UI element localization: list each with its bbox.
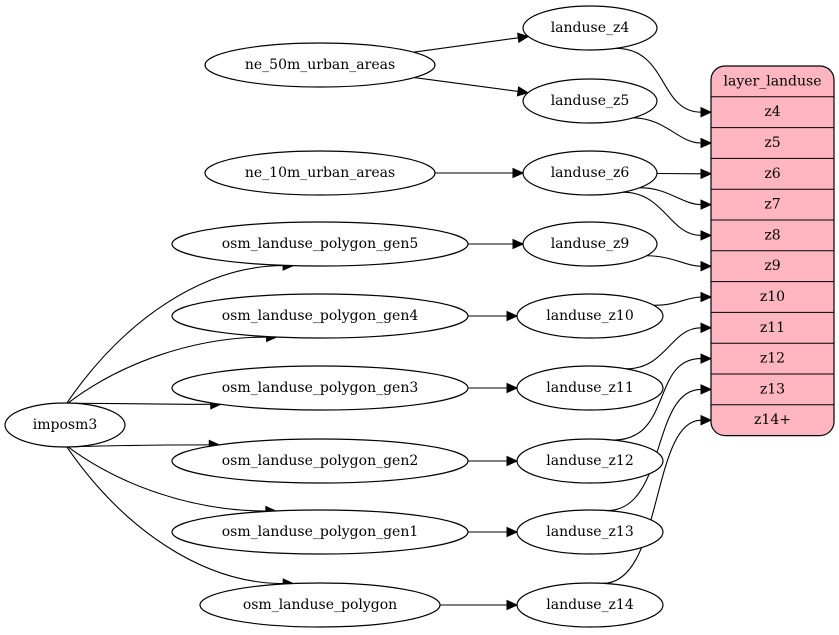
record-port-z8: z8: [764, 227, 780, 243]
node-lz11: landuse_z11: [516, 365, 664, 411]
edge-gen3-to-lz11: [467, 382, 519, 394]
node-label: landuse_z9: [551, 236, 630, 252]
node-gen3: osm_landuse_polygon_gen3: [171, 365, 469, 411]
layer-landuse-record: layer_landuse z4 z5 z6 z7 z8 z9 z10 z11 z12 z13 z14…: [710, 65, 835, 437]
node-ne50: ne_50m_urban_areas: [204, 42, 436, 88]
node-lz9: landuse_z9: [522, 221, 658, 267]
arrowhead-icon: [506, 599, 519, 611]
arrowhead-icon: [700, 384, 713, 395]
node-label: osm_landuse_polygon_gen4: [222, 308, 419, 324]
edge-gen5-to-lz9: [468, 238, 525, 250]
node-gen4: osm_landuse_polygon_gen4: [171, 293, 469, 339]
node-gen2: osm_landuse_polygon_gen2: [171, 438, 469, 484]
record-port-z6: z6: [764, 166, 780, 182]
edge-lz5-to-port-z5: [632, 117, 713, 149]
edge-lz9-to-port-z9: [646, 255, 713, 272]
record-port-z12: z12: [760, 351, 785, 367]
edge-lz10-to-port-z10: [653, 291, 713, 306]
node-gen5: osm_landuse_polygon_gen5: [171, 221, 469, 267]
node-lz4: landuse_z4: [522, 5, 658, 51]
arrowhead-icon: [700, 260, 713, 272]
edge-ne10-to-lz6: [435, 167, 525, 179]
arrowhead-icon: [506, 310, 519, 322]
edge-ne50-to-lz4: [413, 32, 530, 53]
edge-gen4-to-lz10: [467, 310, 519, 322]
node-label: osm_landuse_polygon_gen2: [222, 453, 419, 469]
node-label: imposm3: [33, 417, 98, 433]
arrowhead-icon: [506, 455, 519, 467]
node-label: osm_landuse_polygon_gen1: [222, 524, 419, 540]
arrowhead-icon: [506, 382, 519, 394]
arrowhead-icon: [700, 199, 713, 210]
node-label: landuse_z12: [546, 453, 633, 469]
node-label: landuse_z14: [546, 597, 634, 613]
arrowhead-icon: [700, 106, 713, 118]
node-label: landuse_z13: [546, 524, 633, 540]
record-port-z11: z11: [760, 320, 785, 336]
edge-lz13-to-port-z13: [606, 384, 713, 512]
node-label: landuse_z11: [546, 380, 633, 396]
arrowhead-icon: [512, 167, 525, 179]
arrowhead-icon: [700, 291, 713, 303]
arrowhead-icon: [700, 137, 713, 149]
node-lz5: landuse_z5: [522, 78, 658, 124]
arrowhead-icon: [506, 526, 519, 538]
node-label: landuse_z6: [551, 165, 630, 181]
record-port-z4: z4: [764, 104, 780, 120]
node-lz10: landuse_z10: [516, 293, 664, 339]
node-lz6: landuse_z6: [522, 150, 658, 196]
record-port-z14+: z14+: [754, 412, 791, 428]
node-label: landuse_z4: [551, 20, 630, 36]
record-port-z7: z7: [764, 197, 780, 213]
edge-gen1-to-lz13: [468, 526, 519, 538]
arrowhead-icon: [700, 230, 713, 241]
arrowhead-icon: [512, 238, 525, 250]
arrowhead-icon: [516, 86, 530, 97]
node-lz14: landuse_z14: [516, 582, 664, 628]
edge-lz14-to-port-z14+: [603, 414, 713, 584]
edge-poly-to-lz14: [440, 599, 519, 611]
node-label: osm_landuse_polygon_gen5: [222, 236, 419, 252]
node-label: ne_10m_urban_areas: [245, 165, 395, 181]
arrowhead-icon: [700, 168, 713, 180]
node-label: osm_landuse_polygon_gen3: [222, 380, 419, 396]
node-gen1: osm_landuse_polygon_gen1: [171, 509, 469, 555]
arrowhead-icon: [700, 322, 713, 334]
record-title: layer_landuse: [724, 73, 822, 89]
arrowhead-icon: [700, 414, 713, 426]
node-label: landuse_z10: [546, 308, 633, 324]
node-lz13: landuse_z13: [516, 509, 664, 555]
arrowhead-icon: [700, 353, 713, 364]
node-ne10: ne_10m_urban_areas: [204, 150, 436, 196]
edge-lz6-to-port-z8: [622, 191, 713, 241]
edge-lz12-to-port-z12: [613, 353, 713, 441]
node-label: osm_landuse_polygon: [243, 597, 397, 613]
edge-lz6-to-port-z6: [656, 168, 713, 180]
record-port-z5: z5: [764, 135, 780, 151]
edge-lz6-to-port-z7: [639, 187, 713, 210]
edge-lz11-to-port-z11: [625, 322, 713, 370]
node-label: landuse_z5: [551, 93, 630, 109]
record-port-z10: z10: [760, 289, 785, 305]
edge-ne50-to-lz5: [414, 77, 530, 97]
record-port-z9: z9: [764, 258, 780, 274]
edge-lz4-to-port-z4: [615, 47, 713, 118]
node-lz12: landuse_z12: [516, 438, 664, 484]
node-poly: osm_landuse_polygon: [199, 582, 441, 628]
node-label: ne_50m_urban_areas: [245, 57, 395, 73]
node-imposm3: imposm3: [4, 402, 126, 448]
record-port-z13: z13: [760, 381, 785, 397]
arrowhead-icon: [517, 32, 530, 44]
edge-gen2-to-lz12: [468, 455, 519, 467]
